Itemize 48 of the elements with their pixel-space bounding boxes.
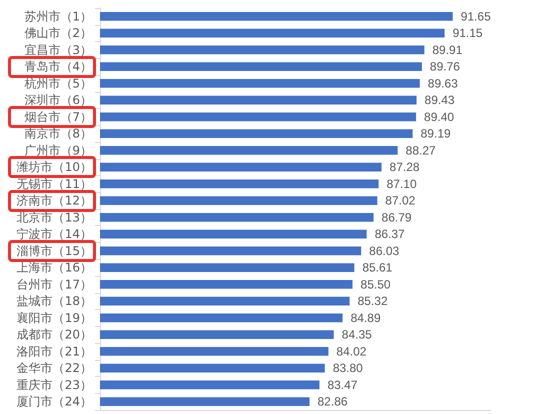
y-tick-label: 深圳市（6） <box>24 93 92 108</box>
data-label: 84.02 <box>336 344 367 358</box>
y-tick-label: 烟台市（7） <box>24 110 92 124</box>
y-tick-label: 宜昌市（3） <box>24 42 92 57</box>
data-label: 91.15 <box>452 26 483 40</box>
data-label: 83.47 <box>327 378 358 392</box>
y-tick-label: 杭州市（5） <box>23 76 92 90</box>
y-tick-label: 宁波市（14） <box>16 227 92 242</box>
data-label: 87.28 <box>390 160 420 174</box>
y-tick-label: 上海市（16） <box>16 260 92 275</box>
data-label: 89.76 <box>430 60 460 74</box>
y-tick-label: 襄阳市（19） <box>16 310 92 325</box>
y-tick-label: 金华市（22） <box>16 361 92 376</box>
y-tick-label: 济南市（12） <box>16 194 92 208</box>
y-tick-label: 无锡市（11） <box>16 176 92 191</box>
y-tick-label: 洛阳市（21） <box>16 344 92 358</box>
data-label: 85.61 <box>362 260 393 275</box>
y-tick-label: 潍坊市（10） <box>16 160 92 174</box>
y-tick-label: 淄博市（15） <box>16 244 92 258</box>
data-label: 85.32 <box>358 294 388 308</box>
data-label: 87.02 <box>385 194 416 208</box>
data-label: 85.50 <box>360 277 391 292</box>
data-label: 89.43 <box>424 93 455 108</box>
y-tick-label: 苏州市（1） <box>24 9 92 24</box>
y-tick-label: 广州市（9） <box>24 143 92 158</box>
data-label: 88.27 <box>406 143 436 158</box>
data-label: 89.63 <box>428 76 458 90</box>
data-label: 91.65 <box>460 9 492 24</box>
data-label: 84.89 <box>350 310 381 325</box>
y-tick-label: 成都市（20） <box>16 328 92 342</box>
y-tick-label: 南京市（8） <box>24 126 92 141</box>
data-label: 82.86 <box>318 394 348 409</box>
data-label: 89.91 <box>432 42 463 57</box>
y-tick-label: 台州市（17） <box>16 277 92 292</box>
data-label: 89.40 <box>424 110 454 124</box>
y-tick-label: 重庆市（23） <box>16 378 92 392</box>
data-label: 83.80 <box>332 361 364 376</box>
y-tick-label: 厦门市（24） <box>16 394 92 409</box>
y-tick-label: 北京市（13） <box>16 210 92 224</box>
data-label: 87.10 <box>386 176 417 191</box>
data-label: 86.79 <box>382 210 412 224</box>
y-tick-label: 盐城市（18） <box>16 294 92 308</box>
y-tick-label: 佛山市（2） <box>24 26 92 40</box>
data-label: 86.03 <box>369 244 400 258</box>
data-label: 89.19 <box>420 126 451 141</box>
y-tick-label: 青岛市（4） <box>24 60 92 74</box>
data-label: 84.35 <box>342 328 372 342</box>
data-label: 86.37 <box>374 227 406 242</box>
